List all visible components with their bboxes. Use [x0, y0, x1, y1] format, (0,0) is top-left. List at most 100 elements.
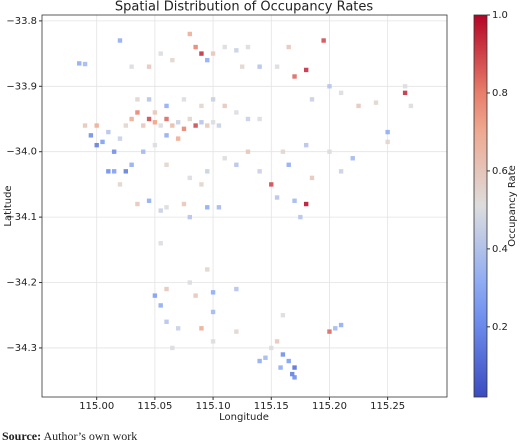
point [106, 129, 111, 135]
point [286, 162, 291, 167]
point [164, 133, 169, 138]
point [146, 116, 152, 122]
point [210, 290, 216, 295]
point [222, 156, 227, 161]
point [210, 339, 216, 344]
point [82, 61, 88, 67]
point [135, 110, 140, 115]
point [292, 74, 297, 79]
point [309, 175, 315, 181]
point [350, 156, 355, 161]
point [100, 139, 105, 145]
point [210, 120, 216, 125]
y-axis-label: Latitude [3, 185, 14, 226]
point [205, 123, 210, 128]
point [327, 84, 332, 89]
point [94, 123, 99, 128]
point [257, 358, 262, 364]
point [123, 123, 128, 128]
point [152, 142, 158, 148]
point [129, 64, 134, 69]
point [158, 241, 163, 246]
point [193, 44, 198, 50]
colorbar-tick-label: 0.8 [492, 88, 508, 99]
point [88, 133, 94, 138]
point [385, 129, 390, 135]
y-tick-label: −34.1 [6, 212, 37, 223]
point [82, 123, 88, 128]
point [385, 139, 390, 145]
point [141, 123, 146, 128]
point [333, 326, 338, 331]
point [193, 293, 198, 298]
point [106, 169, 111, 174]
point [274, 64, 280, 69]
y-tick-label: −34.3 [6, 343, 37, 354]
point [129, 162, 134, 167]
y-tick-label: −33.8 [6, 16, 37, 27]
point [210, 51, 216, 56]
point [274, 339, 280, 344]
point [263, 355, 268, 360]
point [205, 57, 210, 63]
note-label: Source: [2, 429, 41, 443]
point [158, 123, 163, 128]
x-tick-label: 115.25 [370, 401, 405, 412]
point [269, 345, 274, 351]
point [222, 103, 227, 109]
point [278, 365, 283, 370]
point [175, 136, 181, 141]
colorbar-tick-label: 1.0 [492, 10, 508, 21]
point [280, 149, 286, 154]
point [199, 326, 204, 331]
point [175, 326, 181, 331]
point [239, 64, 245, 69]
point [117, 182, 123, 187]
point [234, 286, 239, 292]
point [111, 149, 117, 154]
colorbar [473, 14, 488, 398]
point [373, 100, 379, 105]
point [152, 293, 158, 298]
point [164, 286, 169, 292]
point [210, 309, 216, 315]
y-tick-label: −34.2 [6, 278, 37, 289]
point [234, 329, 239, 334]
point [164, 162, 169, 167]
point [135, 201, 140, 207]
point [199, 51, 204, 56]
point [205, 205, 210, 210]
y-tick-label: −33.9 [6, 81, 37, 92]
point [187, 175, 193, 181]
point [135, 97, 140, 102]
point [117, 38, 123, 43]
point [292, 375, 297, 380]
x-tick-label: 115.10 [196, 401, 231, 412]
y-tick-label: −34.0 [6, 147, 37, 158]
x-tick-label: 115.20 [312, 401, 347, 412]
point [257, 169, 262, 174]
point [234, 110, 239, 115]
point [181, 97, 187, 102]
note-text: Author’s own work [43, 429, 137, 443]
colorbar-tick-label: 0.4 [492, 244, 508, 255]
point [152, 110, 158, 115]
point [402, 84, 408, 89]
x-axis-label: Longitude [219, 412, 269, 423]
colorbar-label: Occupancy Rate [507, 165, 518, 247]
point [280, 313, 286, 318]
point [274, 195, 280, 200]
point [402, 90, 408, 96]
point [123, 169, 128, 174]
point [187, 280, 193, 285]
point [141, 149, 146, 154]
point [199, 182, 204, 187]
point [234, 48, 239, 53]
point [146, 198, 152, 203]
point [164, 103, 169, 109]
point [321, 38, 326, 43]
point [245, 149, 251, 154]
point [303, 201, 309, 207]
point [210, 97, 216, 102]
